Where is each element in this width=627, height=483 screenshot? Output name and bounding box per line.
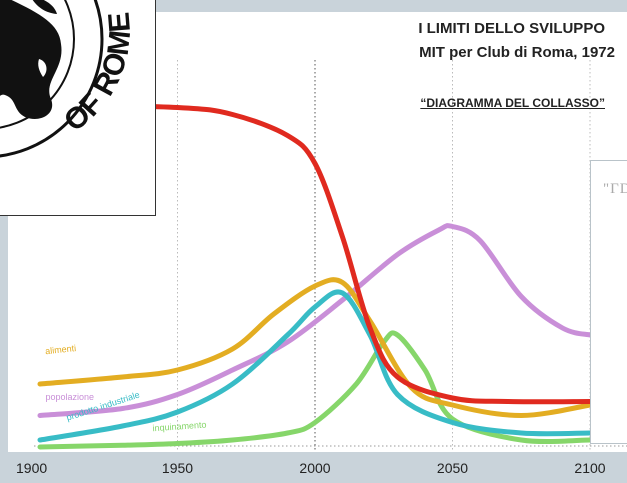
x-tick-labels: 1900 1950 2000 2050 2100 (16, 460, 606, 476)
chart-subtitle: MIT per Club di Roma, 1972 (419, 44, 615, 61)
x-tick-label-2050: 2050 (437, 460, 468, 476)
series-line-2 (37, 277, 593, 418)
chart-title: I LIMITI DELLO SVILUPPO (418, 20, 605, 37)
x-tick-label-1900: 1900 (16, 460, 47, 476)
series-label-2: alimenti (45, 343, 77, 356)
series-layer (37, 101, 593, 450)
club-of-rome-logo: OF ROME (0, 0, 156, 216)
series-line-4 (37, 330, 593, 450)
series-label-1: popolazione (46, 392, 95, 402)
inset-text: "ΓD (603, 181, 627, 197)
series-line-3 (37, 289, 593, 443)
series-line-1 (37, 223, 593, 418)
diagram-title: “DIAGRAMMA DEL COLLASSO” (420, 96, 605, 110)
x-tick-label-2000: 2000 (299, 460, 330, 476)
x-tick-label-2100: 2100 (574, 460, 605, 476)
series-line-0 (37, 101, 593, 405)
series-label-4: inquinamento (152, 419, 207, 433)
inset-panel: "ΓD (590, 160, 627, 444)
globe-icon: OF ROME (0, 0, 137, 158)
x-tick-label-1950: 1950 (162, 460, 193, 476)
